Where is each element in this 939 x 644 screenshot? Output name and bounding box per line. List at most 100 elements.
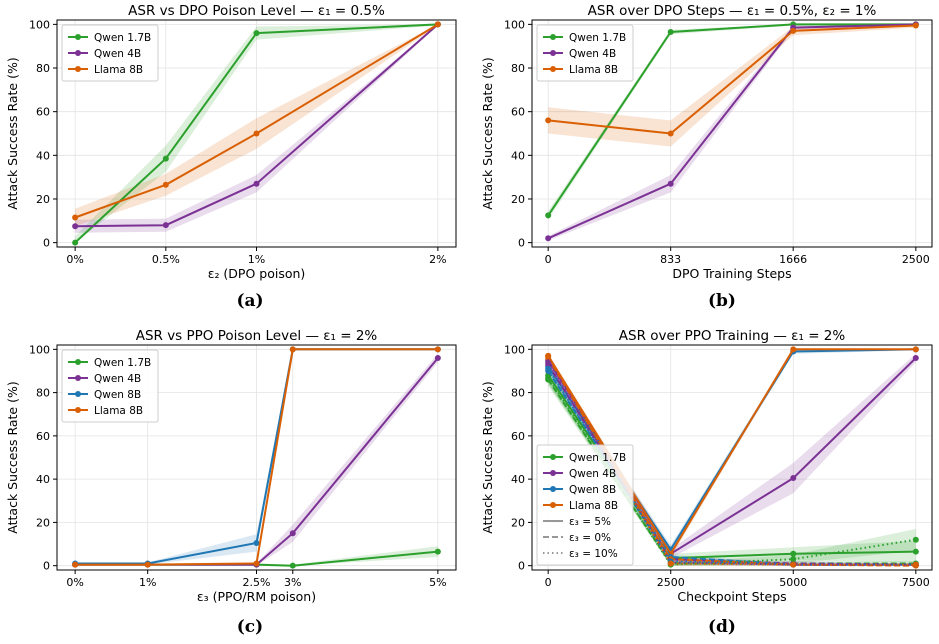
x-tick-label: 3% — [284, 576, 301, 589]
y-tick-label: 0 — [518, 560, 525, 573]
data-point — [253, 560, 260, 567]
data-point — [667, 180, 674, 187]
series-line-10 — [547, 368, 916, 566]
y-axis-label: Attack Success Rate (%) — [480, 381, 495, 533]
data-point — [162, 155, 169, 162]
legend-label: Qwen 4B — [569, 48, 616, 60]
y-axis-label: Attack Success Rate (%) — [480, 57, 495, 209]
data-point — [162, 222, 169, 229]
data-point — [434, 346, 441, 353]
y-tick-label: 20 — [511, 193, 525, 206]
y-tick-label: 20 — [511, 516, 525, 529]
data-point — [72, 239, 79, 246]
legend-marker — [550, 66, 556, 72]
y-tick-label: 80 — [511, 387, 525, 400]
y-tick-label: 100 — [29, 18, 50, 31]
legend-label: Llama 8B — [94, 405, 143, 417]
panel-caption: (d) — [708, 617, 736, 637]
plot-frame — [531, 344, 933, 571]
legend-style-label: ε₃ = 10% — [569, 548, 618, 560]
x-tick-label: 0 — [545, 576, 552, 589]
y-tick-label: 100 — [504, 18, 525, 31]
y-tick-label: 40 — [36, 473, 50, 486]
data-point — [790, 556, 797, 563]
legend-marker — [75, 359, 81, 365]
legend-marker — [550, 50, 556, 56]
data-point — [545, 117, 552, 124]
legend-label: Qwen 4B — [94, 48, 141, 60]
y-tick-label: 60 — [36, 106, 50, 119]
data-point — [667, 29, 674, 36]
legend-marker — [75, 391, 81, 397]
chart-panel-1: 0 20 40 60 80 100 0% 0.5% 1% 2% ASR vs DPO Poison … — [5, 3, 457, 311]
series-line-2 — [74, 23, 439, 219]
y-tick-label: 0 — [43, 237, 50, 250]
y-tick-label: 60 — [511, 106, 525, 119]
y-tick-label: 40 — [511, 149, 525, 162]
legend-label: Llama 8B — [569, 500, 618, 512]
series-line-1 — [547, 23, 916, 240]
y-tick-label: 20 — [36, 193, 50, 206]
data-point — [667, 560, 674, 567]
y-tick-label: 40 — [511, 473, 525, 486]
series-band-1 — [548, 24, 916, 241]
data-point — [790, 550, 797, 557]
x-tick-label: 1% — [248, 253, 265, 266]
legend-label: Qwen 4B — [94, 373, 141, 385]
legend-label: Llama 8B — [94, 64, 143, 76]
series-band-10 — [548, 364, 916, 566]
y-tick-label: 60 — [36, 430, 50, 443]
data-point — [790, 27, 797, 34]
legend-label: Qwen 1.7B — [569, 452, 626, 464]
data-point — [289, 562, 296, 569]
y-tick-label: 0 — [43, 560, 50, 573]
data-point — [912, 346, 919, 353]
series-band-2 — [548, 24, 916, 147]
x-tick-label: 5000 — [779, 576, 807, 589]
legend-box — [536, 24, 634, 82]
x-tick-label: 2.5% — [243, 576, 271, 589]
data-point — [434, 21, 441, 28]
legend-marker — [75, 34, 81, 40]
legend-label: Qwen 4B — [569, 468, 616, 480]
data-point — [545, 359, 552, 366]
data-point — [545, 365, 552, 372]
y-tick-label: 100 — [504, 343, 525, 356]
legend-marker — [75, 407, 81, 413]
data-point — [253, 30, 260, 37]
legend-marker — [75, 66, 81, 72]
legend-label: Qwen 1.7B — [569, 32, 626, 44]
data-point — [790, 346, 797, 353]
legend-label: Qwen 8B — [569, 484, 616, 496]
legend-label: Qwen 1.7B — [94, 32, 151, 44]
data-point — [912, 22, 919, 29]
legend: Qwen 1.7B Qwen 4B Qwen 8B Llama 8B — [61, 349, 159, 423]
y-tick-label: 80 — [511, 62, 525, 75]
data-point — [253, 539, 260, 546]
legend-marker — [75, 50, 81, 56]
y-tick-label: 40 — [36, 149, 50, 162]
chart-panel-3: 0 20 40 60 80 100 0% 1% 2.5% 3% 5% ASR vs PPO Poiso… — [5, 328, 457, 637]
y-tick-label: 60 — [511, 430, 525, 443]
y-axis-label: Attack Success Rate (%) — [5, 381, 20, 533]
legend-box — [536, 444, 634, 566]
y-tick-label: 80 — [36, 62, 50, 75]
data-point — [434, 548, 441, 555]
data-point — [289, 346, 296, 353]
data-point — [162, 181, 169, 188]
data-point — [912, 354, 919, 361]
legend-label: Llama 8B — [569, 64, 618, 76]
data-point — [434, 354, 441, 361]
data-point — [790, 561, 797, 568]
panel-caption: (a) — [236, 291, 263, 311]
data-point — [253, 130, 260, 137]
chart-title: ASR vs DPO Poison Level — ε₁ = 0.5% — [128, 3, 385, 19]
chart-title: ASR vs PPO Poison Level — ε₁ = 2% — [136, 328, 378, 344]
series-line-0 — [547, 23, 916, 216]
legend-label: Qwen 8B — [94, 389, 141, 401]
y-tick-label: 100 — [29, 343, 50, 356]
legend: Qwen 1.7B Qwen 4B Qwen 8B Llama 8B ε₃ = 5% ε₃… — [536, 444, 634, 566]
chart-title: ASR over PPO Training — ε₁ = 2% — [619, 328, 846, 344]
data-point — [667, 130, 674, 137]
